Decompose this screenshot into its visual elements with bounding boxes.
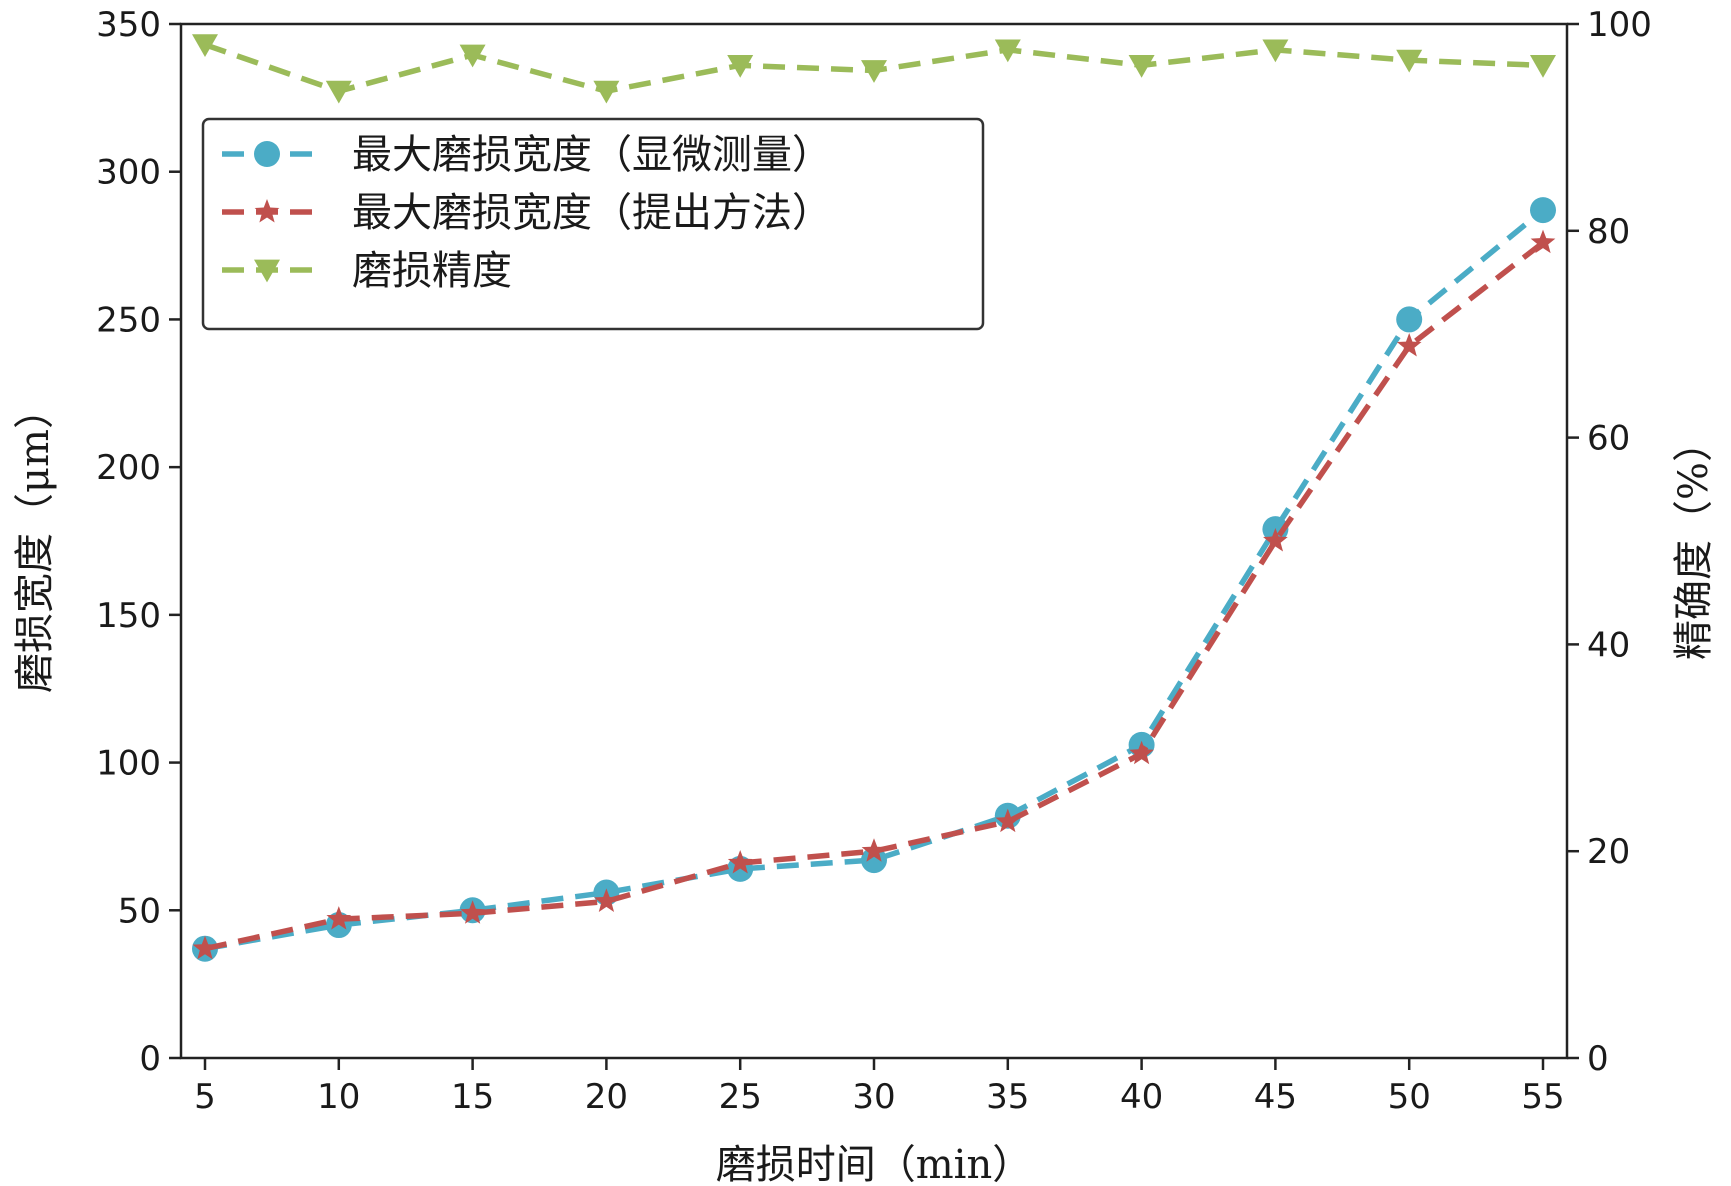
x-tick-label: 55 (1521, 1077, 1564, 1117)
left-tick-label: 150 (96, 596, 161, 636)
right-y-axis-label: 精确度（%） (1671, 422, 1717, 660)
left-tick-label: 50 (118, 891, 161, 931)
right-tick-label: 60 (1587, 419, 1630, 459)
left-axis-ticks: 0 50 100 150 200 250 300 350 (96, 5, 181, 1079)
series-3-point (1262, 39, 1289, 63)
legend-entry-1: 最大磨损宽度（显微测量） (222, 132, 832, 178)
legend-label: 最大磨损宽度（显微测量） (352, 132, 832, 178)
x-tick-label: 20 (585, 1077, 628, 1117)
legend-entry-2: 最大磨损宽度（提出方法） (222, 190, 832, 236)
series-2-line (204, 240, 1545, 952)
series-2-point (460, 900, 485, 924)
x-tick-label: 40 (1120, 1077, 1163, 1117)
x-axis-label: 磨损时间（min） (716, 1142, 1032, 1186)
series-2-point (1530, 229, 1556, 254)
series-3-point (192, 34, 218, 58)
legend-label: 磨损精度 (352, 248, 512, 294)
series-3-point (325, 80, 352, 104)
right-tick-label: 0 (1587, 1039, 1609, 1079)
series-layer (192, 34, 1556, 962)
series-2-point (594, 888, 619, 912)
series-3-point (1530, 54, 1556, 78)
series-2-point (192, 935, 218, 960)
x-tick-label: 45 (1254, 1077, 1297, 1117)
left-tick-label: 300 (96, 153, 161, 193)
series-2-point (727, 850, 753, 874)
x-tick-label: 5 (194, 1077, 216, 1117)
series-3-point (1396, 49, 1423, 73)
series-3-point (994, 39, 1021, 63)
series-3-point (861, 60, 887, 83)
series-1-point (1396, 306, 1423, 333)
x-tick-label: 15 (451, 1077, 494, 1117)
series-2 (192, 229, 1556, 960)
x-tick-label: 25 (719, 1077, 762, 1117)
x-tick-label: 10 (317, 1077, 360, 1117)
series-3-point (727, 54, 754, 78)
left-tick-label: 100 (96, 744, 161, 784)
legend-entry-3: 磨损精度 (222, 248, 512, 294)
series-1-line (204, 207, 1545, 952)
series-2-point (326, 906, 352, 930)
series-2-point (1263, 528, 1288, 552)
right-tick-label: 20 (1587, 832, 1630, 872)
series-2-point (995, 808, 1021, 833)
right-tick-label: 100 (1587, 5, 1652, 45)
x-axis-ticks: 5 10 15 20 25 30 35 40 45 50 55 (194, 1058, 1565, 1117)
x-tick-label: 30 (852, 1077, 895, 1117)
left-tick-label: 0 (139, 1039, 161, 1079)
legend-entries: 最大磨损宽度（显微测量） 最大磨损宽度（提出方法） 磨损精度 (222, 132, 832, 294)
series-2-point (1129, 740, 1154, 765)
legend-swatch-marker (254, 141, 280, 167)
left-tick-label: 350 (96, 5, 161, 45)
legend-swatch-marker (254, 259, 280, 283)
series-3-point (593, 80, 620, 104)
series-3-point (1128, 54, 1155, 78)
series-1-point (861, 847, 887, 874)
legend-box (201, 117, 985, 331)
left-tick-label: 200 (96, 448, 161, 488)
series-3-point (459, 44, 486, 68)
legend-label: 最大磨损宽度（提出方法） (352, 190, 832, 236)
series-2-point (1396, 333, 1422, 357)
right-tick-label: 40 (1587, 625, 1630, 665)
legend: 最大磨损宽度（显微测量） 最大磨损宽度（提出方法） 磨损精度 (201, 117, 985, 331)
series-1-point (1530, 197, 1556, 224)
right-axis-ticks: 0 20 40 60 80 100 (1567, 5, 1652, 1079)
x-tick-label: 35 (986, 1077, 1029, 1117)
series-2-point (861, 838, 887, 862)
left-tick-label: 250 (96, 300, 161, 340)
series-3 (192, 34, 1556, 104)
right-tick-label: 80 (1587, 212, 1630, 252)
legend-swatch-marker (254, 199, 280, 223)
x-tick-label: 50 (1388, 1077, 1431, 1117)
left-y-axis-label: 磨损宽度（μm） (12, 389, 58, 693)
